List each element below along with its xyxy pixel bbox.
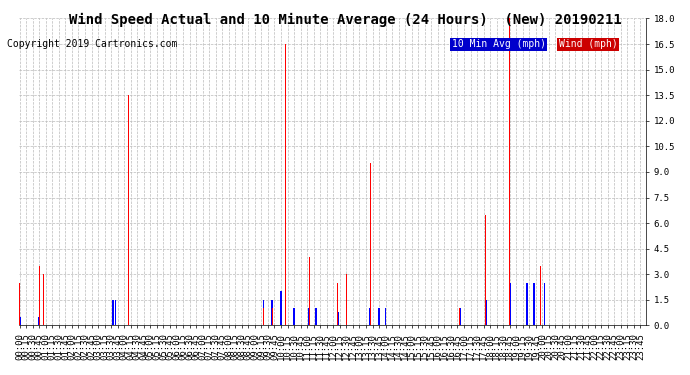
Text: Wind (mph): Wind (mph) (559, 39, 618, 50)
Text: Copyright 2019 Cartronics.com: Copyright 2019 Cartronics.com (7, 39, 177, 50)
Bar (280, 291, 282, 326)
Bar (485, 300, 486, 326)
Bar (39, 317, 40, 326)
Bar (544, 283, 546, 326)
Bar (43, 312, 44, 326)
Bar (337, 312, 339, 326)
Bar (308, 308, 310, 326)
Bar (378, 308, 380, 326)
Bar (459, 308, 460, 326)
Bar (112, 300, 114, 326)
Bar (346, 312, 347, 326)
Bar (284, 291, 286, 326)
Bar (115, 300, 117, 326)
Bar (128, 300, 130, 326)
Bar (263, 300, 264, 326)
Bar (293, 308, 295, 326)
Bar (271, 300, 273, 326)
Bar (509, 283, 511, 326)
Bar (385, 308, 386, 326)
Text: Wind Speed Actual and 10 Minute Average (24 Hours)  (New) 20190211: Wind Speed Actual and 10 Minute Average … (68, 13, 622, 27)
Bar (533, 283, 535, 326)
Bar (369, 308, 371, 326)
Text: 10 Min Avg (mph): 10 Min Avg (mph) (452, 39, 546, 50)
Bar (19, 317, 21, 326)
Bar (526, 283, 528, 326)
Bar (315, 308, 317, 326)
